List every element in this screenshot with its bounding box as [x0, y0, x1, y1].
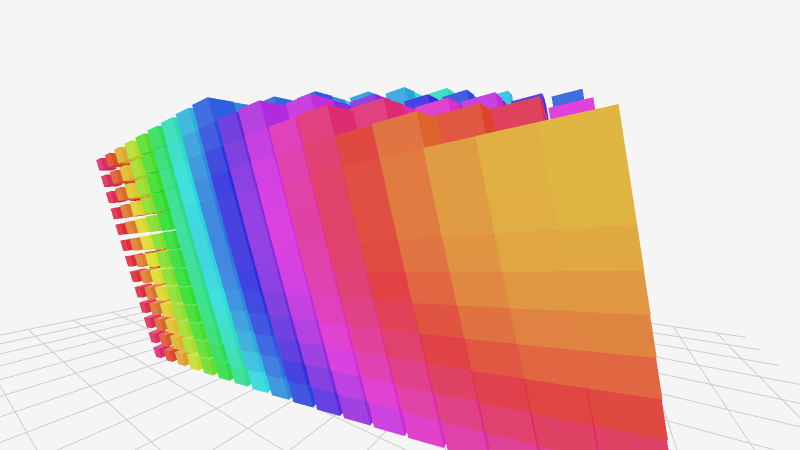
instanced-cube-lattice	[96, 86, 669, 450]
